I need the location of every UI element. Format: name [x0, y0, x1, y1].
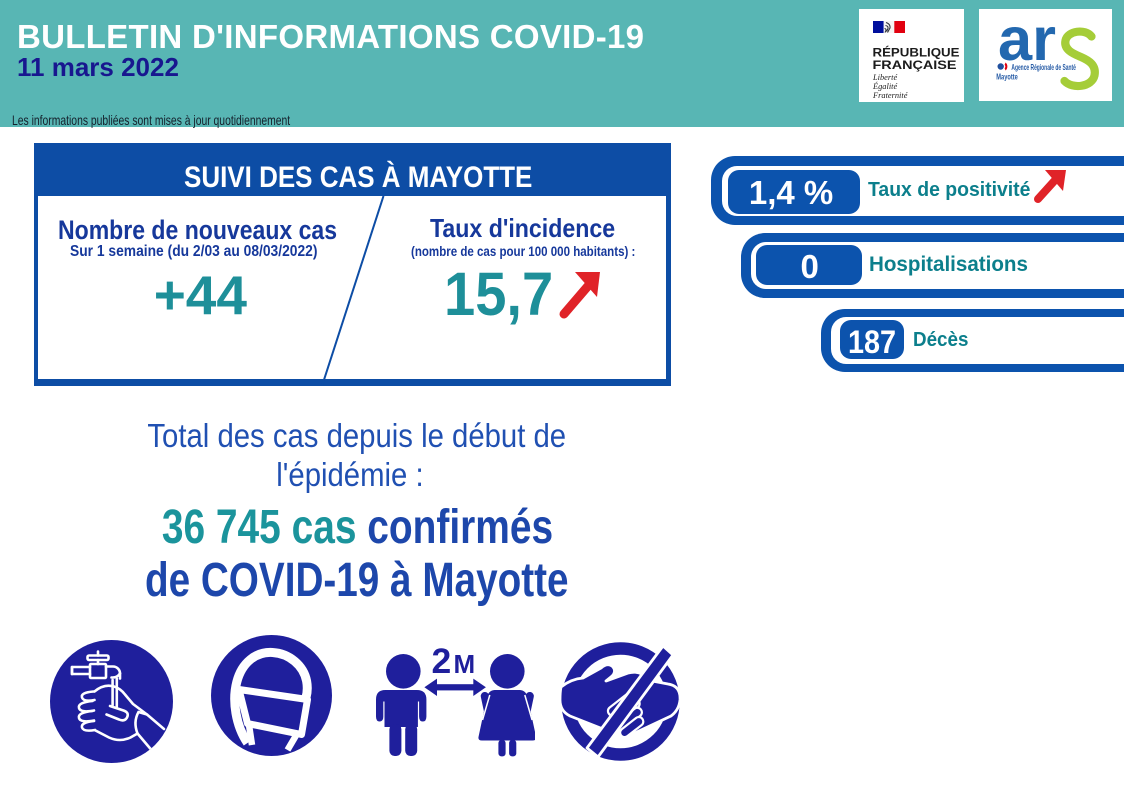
svg-text:Liberté: Liberté — [872, 73, 898, 82]
svg-text:Mayotte: Mayotte — [996, 73, 1018, 82]
svg-text:Fraternité: Fraternité — [872, 91, 909, 100]
svg-text:FRANÇAISE: FRANÇAISE — [873, 58, 957, 72]
svg-text:ar: ar — [998, 9, 1056, 73]
svg-text:RÉPUBLIQUE: RÉPUBLIQUE — [873, 45, 960, 60]
svg-text:M: M — [454, 649, 476, 679]
svg-text:2: 2 — [432, 643, 452, 681]
svg-text:Agence Régionale de Santé: Agence Régionale de Santé — [1011, 62, 1076, 72]
svg-text:Égalité: Égalité — [872, 81, 898, 91]
